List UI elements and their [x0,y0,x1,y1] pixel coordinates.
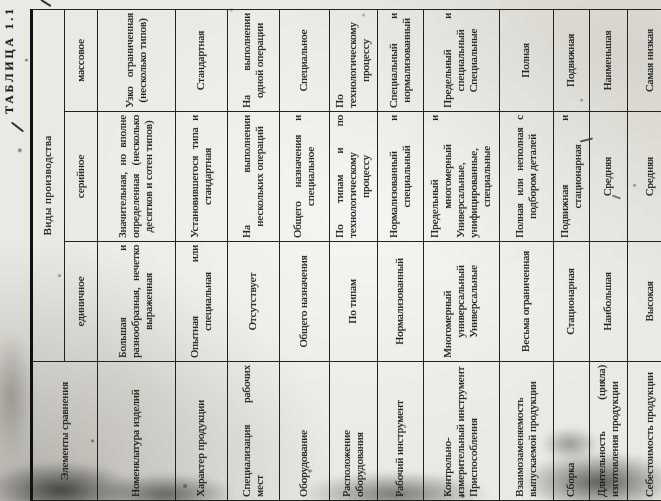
row-label: Себестоимость продукции [627,361,661,501]
table-row: Специализация рабочих мест Отсутствует Н… [227,9,280,501]
column-header-massovoe: массовое [64,9,98,112]
cell: Подвижная [553,9,590,112]
row-label: Характер продукции [175,361,228,501]
cell: Самая низкая [627,9,661,112]
table-caption: ТАБЛИЦА 1.1 [4,6,16,114]
row-label: Оборудование [279,361,330,501]
table-row: Оборудование Общего назначения Общего на… [279,9,330,501]
row-label: Номенклатура изделий [97,361,176,501]
cell: Средняя [589,111,628,242]
cell: Предельный и многомерный Универсальные, … [423,111,500,242]
table-row: Контрольно-измерительный инструмент Прис… [423,9,500,501]
table-row: Сборка Стационарная Подвижная и стациона… [553,9,590,501]
cell: Большая и разнообразная, нечетко выражен… [97,241,176,362]
cell: По технологическому процессу [329,9,378,112]
cell: Установившегося типа и стандартная [175,111,228,242]
cell: По типам и по технологическому процессу [329,111,378,242]
cell: Общего назначения и специальное [279,111,330,242]
row-label: Расположение оборудования [329,361,378,501]
row-label: Сборка [553,361,590,501]
cell: По типам [329,241,378,362]
cell: Средняя [627,111,661,242]
row-label: Длительность (цикла) изготовления продук… [589,361,628,501]
cell: Специальный и нормализованный [377,9,424,112]
cell: Опытная или специальная [175,241,228,362]
cell: Предельный и специальный Специальные [423,9,500,112]
row-label: Взаимозаменяемость выпускаемой продукции [499,361,554,501]
cell: Стандартная [175,9,228,112]
table-row: Характер продукции Опытная или специальн… [175,9,228,501]
group-header: Виды производства [31,9,65,362]
table-row: Расположение оборудования По типам По ти… [329,9,378,501]
header-row-group: Элементы сравнения Виды производства [31,9,98,501]
cell: Нормализованный и специальный [377,111,424,242]
cell: Стационарная [553,241,590,362]
row-label: Рабочий инструмент [377,361,424,501]
row-label: Специализация рабочих мест [227,361,280,501]
column-header-seriynoe: серийное [64,111,98,242]
table-row: Себестоимость продукции Высокая Средняя … [627,9,661,501]
cell: Наибольшая [589,241,628,362]
table-row: Длительность (цикла) изготовления продук… [589,9,628,501]
cell: Отсутствует [227,241,280,362]
cell: Многомерный универсальный Универсальные [423,241,500,362]
table-row: Рабочий инструмент Нормализованный Норма… [377,9,424,501]
cell: Полная [499,9,554,112]
cell: На выполнении одной операции [227,9,280,112]
cell: Полная или неполная с подбором деталей [499,111,554,242]
cell: Весьма ограниченная [499,241,554,362]
cell: Высокая [627,241,661,362]
cell: Значительная, но вполне определенная (не… [97,111,176,242]
cell: Нормализованный [377,241,424,362]
cell: Наименьшая [589,9,628,112]
cell: Общего назначения [279,241,330,362]
production-types-table: Элементы сравнения Виды производства еди… [30,9,661,501]
table-row: Взаимозаменяемость выпускаемой продукции… [499,9,554,501]
cell: Подвижная и стационарная [553,111,590,242]
cell: Узко ограниченная (несколько типов) [97,9,176,112]
corner-header: Элементы сравнения [31,361,98,501]
table-row: Номенклатура изделий Большая и разнообра… [97,9,176,501]
cell: На выполнении нескольких операций [227,111,280,242]
cell: Специальное [279,9,330,112]
row-label: Контрольно-измерительный инструмент Прис… [423,361,500,501]
column-header-edinichnoe: единичное [64,241,98,362]
